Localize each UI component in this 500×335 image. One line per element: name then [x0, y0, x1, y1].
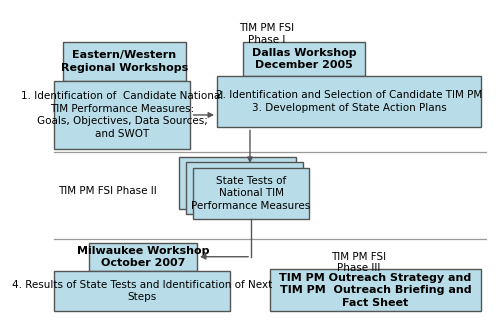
FancyBboxPatch shape [244, 43, 364, 76]
Text: Dallas Workshop
December 2005: Dallas Workshop December 2005 [252, 48, 356, 70]
Text: Eastern/Western
Regional Workshops: Eastern/Western Regional Workshops [60, 50, 188, 73]
Text: TIM PM FSI
Phase III: TIM PM FSI Phase III [332, 252, 386, 273]
FancyBboxPatch shape [217, 76, 481, 127]
FancyBboxPatch shape [54, 81, 190, 149]
Text: 4. Results of State Tests and Identification of Next
Steps: 4. Results of State Tests and Identifica… [12, 280, 272, 302]
FancyBboxPatch shape [54, 271, 230, 311]
FancyBboxPatch shape [192, 168, 310, 219]
Text: TIM PM FSI
Phase I: TIM PM FSI Phase I [239, 23, 294, 45]
Text: TIM PM FSI Phase II: TIM PM FSI Phase II [58, 186, 157, 196]
Text: Milwaukee Workshop
October 2007: Milwaukee Workshop October 2007 [77, 246, 210, 268]
Text: TIM PM Outreach Strategy and
TIM PM  Outreach Briefing and
Fact Sheet: TIM PM Outreach Strategy and TIM PM Outr… [280, 273, 471, 308]
FancyBboxPatch shape [186, 162, 303, 214]
Text: State Tests of
National TIM
Performance Measures: State Tests of National TIM Performance … [192, 176, 310, 211]
FancyBboxPatch shape [89, 243, 197, 271]
FancyBboxPatch shape [62, 43, 186, 81]
Text: 2. Identification and Selection of Candidate TIM PM
3. Development of State Acti: 2. Identification and Selection of Candi… [216, 90, 482, 113]
Text: 1. Identification of  Candidate National
TIM Performance Measures:
Goals, Object: 1. Identification of Candidate National … [21, 91, 224, 139]
FancyBboxPatch shape [270, 269, 482, 311]
FancyBboxPatch shape [180, 157, 296, 209]
